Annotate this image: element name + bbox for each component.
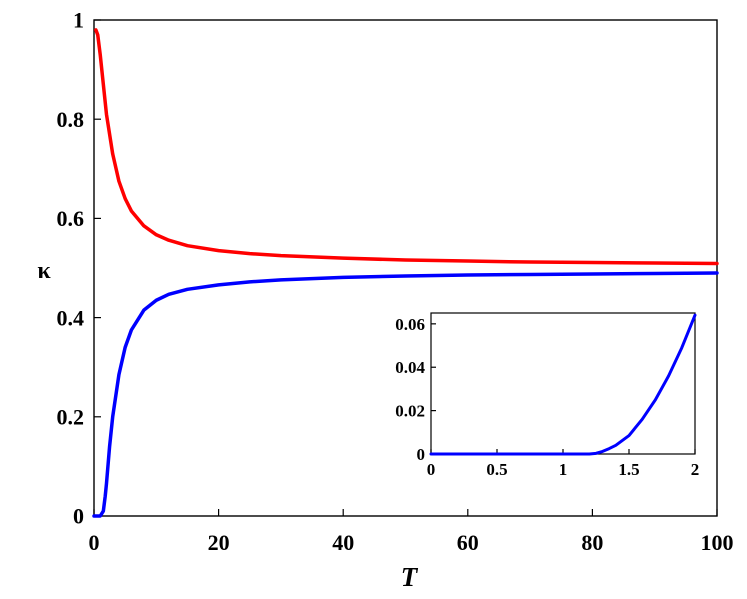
y-tick-label: 0.6 — [57, 206, 85, 231]
x-axis-label: T — [401, 562, 419, 592]
series-line-0 — [94, 28, 719, 266]
y-tick-label: 0 — [417, 445, 426, 464]
x-tick-label: 2 — [691, 460, 700, 479]
y-tick-label: 0.4 — [57, 305, 85, 330]
y-tick-label: 0 — [73, 504, 84, 529]
y-axis-label: κ — [37, 258, 51, 284]
x-tick-label: 20 — [208, 530, 230, 555]
y-tick-label: 0.2 — [57, 405, 85, 430]
x-tick-label: 1 — [559, 460, 568, 479]
inset-plot: 0 0.5 1 1.5 2 0 0.02 0.04 0.06 — [395, 312, 700, 479]
x-tick-label: 0 — [89, 530, 100, 555]
x-tick-label: 80 — [581, 530, 603, 555]
x-tick-label: 0 — [427, 460, 436, 479]
x-tick-label: 60 — [457, 530, 479, 555]
series-line-1 — [92, 271, 719, 518]
x-tick-label: 100 — [701, 530, 734, 555]
y-tick-label: 1 — [73, 8, 84, 33]
y-tick-label: 0.06 — [395, 315, 425, 334]
series-line-0 — [429, 313, 697, 456]
y-tick-label: 0.02 — [395, 402, 425, 421]
x-tick-label: 1.5 — [618, 460, 639, 479]
y-tick-label: 0.8 — [57, 107, 85, 132]
x-tick-label: 0.5 — [486, 460, 507, 479]
x-tick-label: 40 — [332, 530, 354, 555]
plot-frame — [430, 312, 696, 455]
y-tick-label: 0.04 — [395, 358, 425, 377]
